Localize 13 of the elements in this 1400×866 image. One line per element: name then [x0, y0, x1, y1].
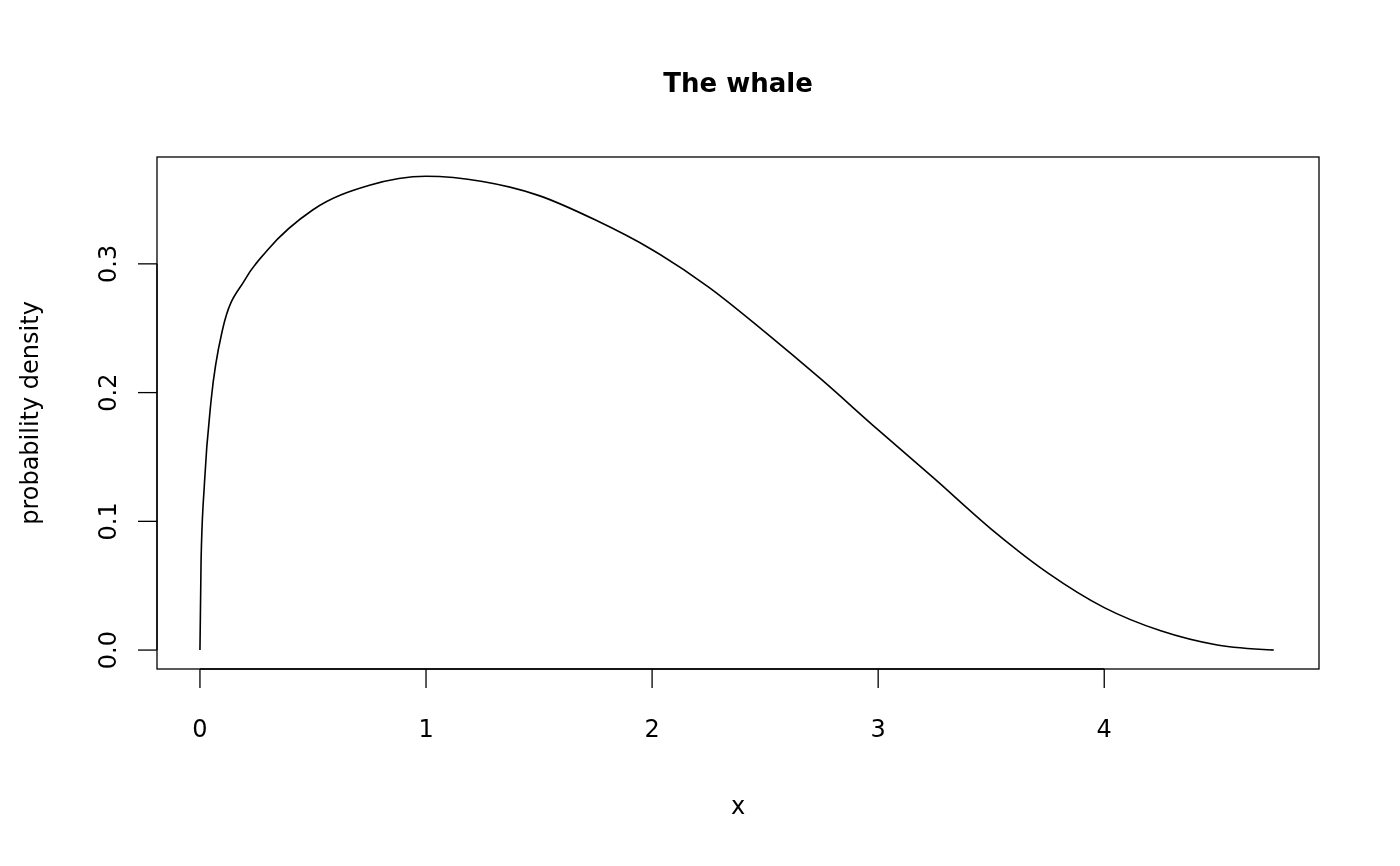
line-series: [199, 175, 1275, 651]
x-tick-label: 4: [1096, 715, 1112, 743]
chart-title: The whale: [663, 68, 813, 98]
x-tick-label: 2: [644, 715, 660, 743]
y-tick-label: 0.3: [94, 244, 123, 283]
y-axis-title: probability density: [16, 301, 44, 525]
y-tick-label: 0.0: [94, 630, 123, 670]
x-axis-title: x: [730, 792, 746, 820]
x-tick-label: 3: [870, 715, 886, 743]
y-tick-label: 0.1: [94, 502, 123, 541]
y-tick-label: 0.2: [94, 373, 123, 412]
x-tick-label: 0: [192, 715, 208, 743]
x-tick-label: 1: [418, 715, 434, 743]
